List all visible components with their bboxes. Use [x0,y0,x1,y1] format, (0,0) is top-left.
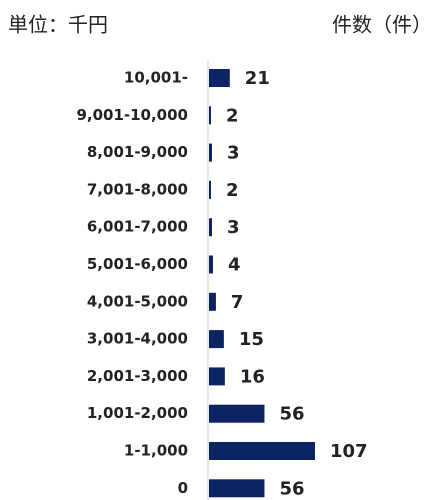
bar [209,292,216,311]
bar [209,479,265,498]
category-label: 10,001- [124,69,188,87]
bar [209,330,224,349]
category-label: 2,001-3,000 [87,367,188,385]
category-label: 7,001-8,000 [87,180,188,198]
bar [209,106,211,125]
data-label: 107 [330,441,368,462]
category-label: 1,001-2,000 [87,404,188,422]
data-label: 3 [227,217,240,238]
bar [209,218,212,237]
category-label: 9,001-10,000 [76,106,188,124]
bar [209,69,230,87]
category-label: 4,001-5,000 [87,292,188,310]
value-axis-title: 件数（件） [332,13,432,37]
data-label: 16 [240,366,265,387]
data-label: 4 [228,255,241,276]
category-label: 6,001-7,000 [87,218,188,236]
bar [209,180,211,199]
data-label: 15 [239,329,264,350]
data-label: 56 [279,404,304,425]
category-label: 0 [178,479,188,497]
category-label: 8,001-9,000 [87,143,188,161]
unit-label: 単位：千円 [8,13,108,37]
bar [209,442,315,460]
category-label: 1-1,000 [124,442,188,460]
category-label: 5,001-6,000 [87,255,188,273]
data-label: 7 [231,292,244,313]
category-label: 3,001-4,000 [87,330,188,348]
data-label: 2 [226,105,239,126]
data-label: 56 [279,478,304,499]
bar [209,404,265,423]
bar [209,255,213,274]
data-label: 2 [226,180,239,201]
data-label: 21 [245,68,270,89]
bar [209,143,212,162]
data-label: 3 [227,143,240,164]
bar [209,367,225,386]
